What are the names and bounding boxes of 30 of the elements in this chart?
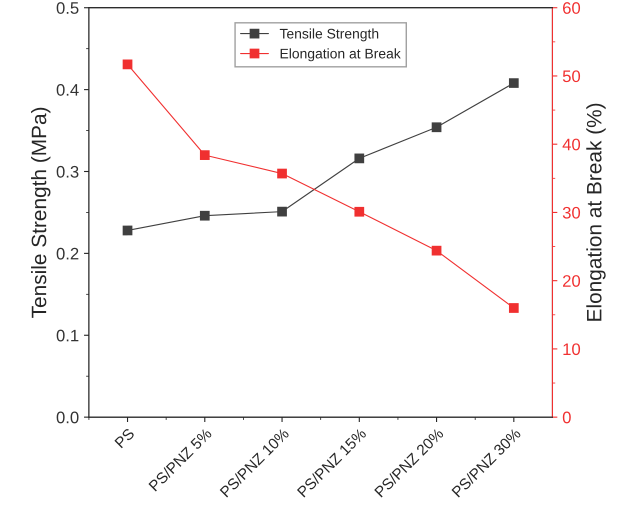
point — [508, 303, 519, 313]
y2-tick-label: 60 — [563, 2, 580, 14]
legend-label: Tensile Strength — [280, 28, 378, 42]
point — [122, 60, 132, 70]
point — [277, 168, 287, 178]
point — [432, 246, 442, 256]
point — [432, 122, 442, 132]
point — [277, 206, 287, 216]
y-tick-label: 0.1 — [56, 330, 78, 342]
point — [508, 78, 519, 88]
y2-tick-label: 20 — [563, 275, 580, 287]
y2-tick-label: 10 — [563, 343, 580, 356]
point — [200, 150, 210, 160]
point — [122, 226, 132, 236]
y2-tick-label: 30 — [562, 206, 580, 219]
y2-tick-label: 50 — [562, 70, 580, 82]
y2-tick-label: 0 — [562, 412, 571, 424]
point — [354, 206, 364, 217]
y2-axis-title: Elongation at Break (%) — [586, 104, 606, 321]
y-tick-label: 0.0 — [56, 412, 79, 424]
y-tick-label: 0.5 — [56, 2, 78, 14]
x-tick-label: PS — [114, 428, 135, 448]
y-tick-label: 0.2 — [56, 248, 78, 260]
legend-label: Elongation at Break — [280, 48, 401, 62]
y-tick-label: 0.3 — [56, 166, 78, 178]
y-axis-title: Tensile Strength (MPa) — [31, 108, 50, 318]
point — [354, 154, 364, 164]
point — [200, 210, 210, 221]
y2-tick-label: 40 — [562, 138, 580, 150]
y-tick-label: 0.4 — [56, 84, 79, 96]
